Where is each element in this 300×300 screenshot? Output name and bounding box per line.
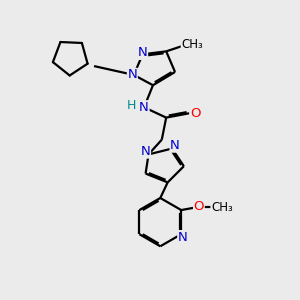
Text: H: H — [127, 99, 136, 112]
Text: O: O — [194, 200, 204, 213]
Text: N: N — [170, 139, 180, 152]
Text: N: N — [141, 145, 151, 158]
Text: N: N — [139, 101, 149, 114]
Text: N: N — [128, 68, 137, 81]
Text: N: N — [178, 231, 188, 244]
Text: O: O — [190, 107, 200, 120]
Text: N: N — [138, 46, 148, 59]
Text: CH₃: CH₃ — [211, 201, 233, 214]
Text: CH₃: CH₃ — [181, 38, 203, 50]
